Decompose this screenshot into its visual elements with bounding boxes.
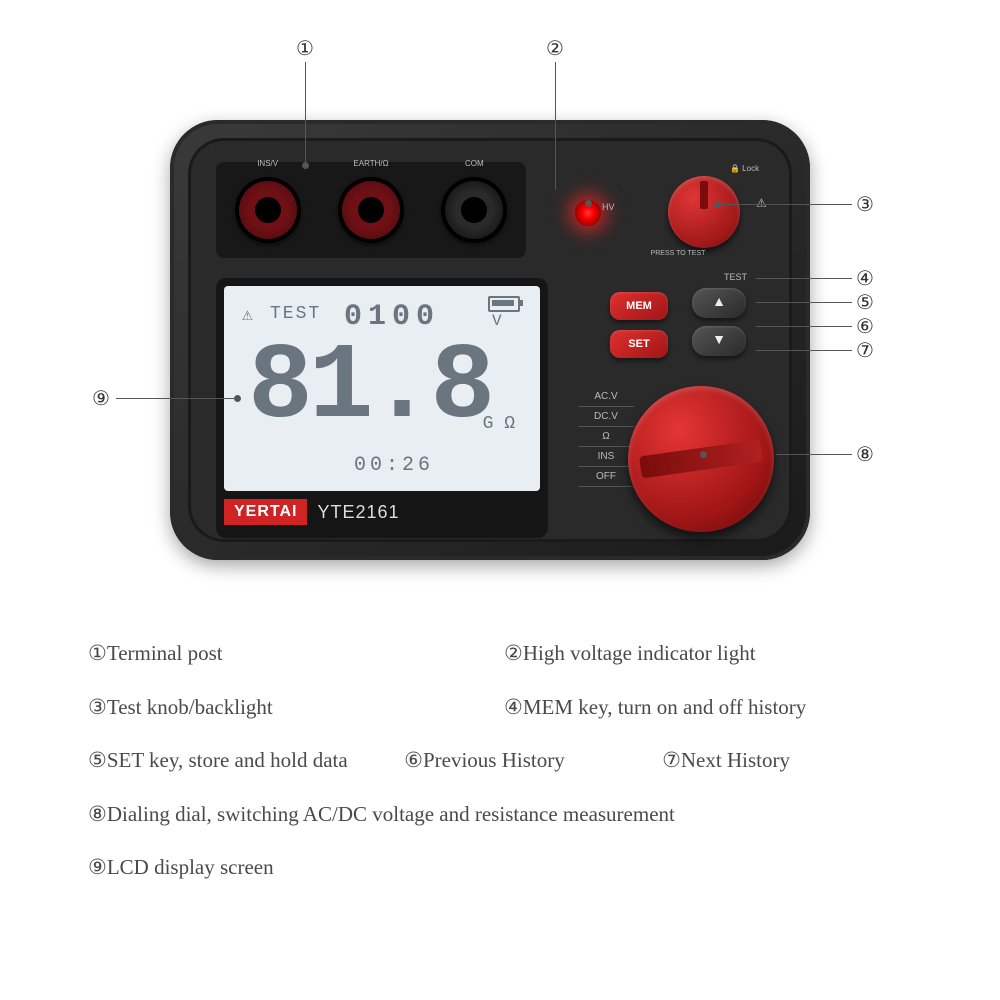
leader-line bbox=[720, 204, 852, 205]
callout-3: ③ bbox=[856, 192, 874, 217]
callout-9: ⑨ bbox=[92, 386, 110, 411]
leader-dot bbox=[234, 395, 241, 402]
leader-dot bbox=[714, 201, 721, 208]
leader-line bbox=[756, 278, 852, 279]
mem-button[interactable]: MEM bbox=[610, 292, 668, 320]
terminal-ins-v[interactable]: INS/V bbox=[235, 177, 301, 243]
leader-line bbox=[756, 326, 852, 327]
dial-mode: Ω bbox=[578, 427, 634, 447]
terminal-label: EARTH/Ω bbox=[353, 159, 388, 168]
callout-5: ⑤ bbox=[856, 290, 874, 315]
leader-line bbox=[756, 302, 852, 303]
callout-8: ⑧ bbox=[856, 442, 874, 467]
legend-item-8: ⑧Dialing dial, switching AC/DC voltage a… bbox=[88, 799, 920, 831]
press-to-test-label: PRESS TO TEST bbox=[648, 250, 708, 258]
legend-item-7: ⑦Next History bbox=[662, 745, 920, 777]
legend-item-1: ①Terminal post bbox=[88, 638, 504, 670]
leader-dot bbox=[302, 162, 309, 169]
terminal-label: INS/V bbox=[257, 159, 278, 168]
lock-label: 🔒 Lock bbox=[730, 164, 759, 173]
legend-item-3: ③Test knob/backlight bbox=[88, 692, 504, 724]
warning-icon: ⚠ bbox=[242, 304, 253, 326]
callout-6: ⑥ bbox=[856, 314, 874, 339]
down-button[interactable]: ▼ bbox=[692, 326, 746, 356]
leader-dot bbox=[700, 451, 707, 458]
lcd-unit: G Ω bbox=[483, 414, 515, 434]
hazard-icon: ⚠ bbox=[756, 196, 767, 210]
device-body: INS/V EARTH/Ω COM HV 🔒 Lock PRESS TO TES… bbox=[170, 120, 810, 560]
terminal-panel: INS/V EARTH/Ω COM bbox=[216, 162, 526, 258]
legend: ①Terminal post ②High voltage indicator l… bbox=[88, 638, 920, 906]
hv-label: HV bbox=[602, 202, 615, 212]
test-knob[interactable] bbox=[668, 176, 740, 248]
lcd-screen: ⚠ TEST 0100 V 81.8 G Ω 00:26 bbox=[224, 286, 540, 491]
leader-dot bbox=[585, 200, 592, 207]
lcd-timer: 00:26 bbox=[354, 454, 434, 477]
rotary-dial[interactable] bbox=[628, 386, 774, 532]
down-arrow-icon: ▼ bbox=[712, 333, 726, 349]
dial-mode: AC.V bbox=[578, 387, 634, 407]
lcd-volt-unit: V bbox=[492, 312, 502, 330]
up-arrow-icon: ▲ bbox=[712, 295, 726, 311]
callout-7: ⑦ bbox=[856, 338, 874, 363]
legend-item-6: ⑥Previous History bbox=[404, 745, 662, 777]
callout-1: ① bbox=[296, 36, 314, 61]
terminal-label: COM bbox=[465, 159, 484, 168]
leader-line bbox=[116, 398, 234, 399]
leader-line bbox=[756, 350, 852, 351]
leader-line bbox=[776, 454, 852, 455]
legend-item-2: ②High voltage indicator light bbox=[504, 638, 920, 670]
callout-2: ② bbox=[546, 36, 564, 61]
brand-badge: YERTAI bbox=[224, 499, 307, 525]
dial-mode: OFF bbox=[578, 467, 634, 487]
leader-line bbox=[305, 62, 306, 162]
leader-line bbox=[555, 62, 556, 190]
terminal-earth[interactable]: EARTH/Ω bbox=[338, 177, 404, 243]
dial-mode-list: AC.V DC.V Ω INS OFF bbox=[578, 387, 634, 487]
callout-4: ④ bbox=[856, 266, 874, 291]
legend-item-5: ⑤SET key, store and hold data bbox=[88, 745, 404, 777]
terminal-com[interactable]: COM bbox=[441, 177, 507, 243]
dial-mode: DC.V bbox=[578, 407, 634, 427]
model-label: YTE2161 bbox=[317, 502, 399, 523]
set-button-label: SET bbox=[628, 338, 649, 350]
test-label: TEST bbox=[724, 272, 747, 282]
legend-item-4: ④MEM key, turn on and off history bbox=[504, 692, 920, 724]
up-button[interactable]: ▲ bbox=[692, 288, 746, 318]
lcd-test-label: TEST bbox=[270, 304, 321, 324]
set-button[interactable]: SET bbox=[610, 330, 668, 358]
mem-button-label: MEM bbox=[626, 300, 652, 312]
legend-item-9: ⑨LCD display screen bbox=[88, 852, 920, 884]
lcd-main-reading: 81.8 bbox=[248, 334, 491, 442]
battery-icon bbox=[488, 296, 520, 312]
dial-mode: INS bbox=[578, 447, 634, 467]
lcd-frame: ⚠ TEST 0100 V 81.8 G Ω 00:26 YERTAI YTE2… bbox=[216, 278, 548, 538]
